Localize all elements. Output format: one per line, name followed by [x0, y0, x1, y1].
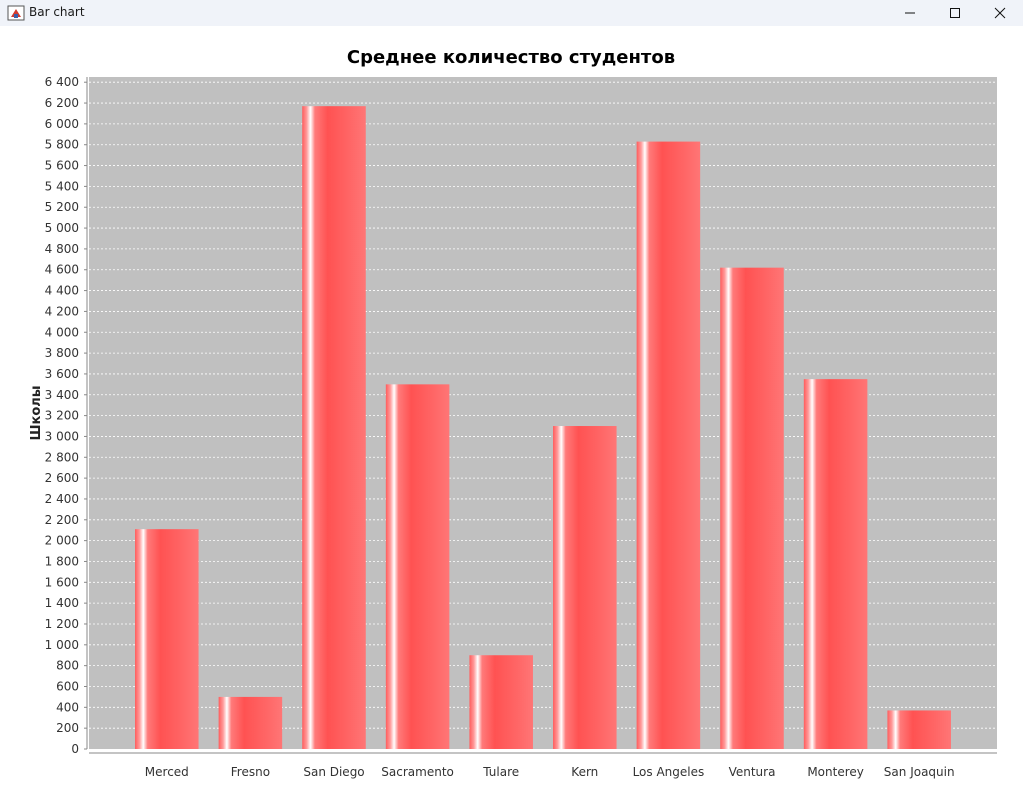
- y-tick-label: 5 800: [45, 138, 79, 152]
- maximize-icon: [950, 8, 960, 18]
- bars: [135, 106, 951, 750]
- y-axis-label: Школы: [29, 385, 44, 440]
- y-tick-label: 6 200: [45, 96, 79, 110]
- close-icon: [994, 7, 1006, 19]
- y-tick-label: 3 200: [45, 409, 79, 423]
- y-tick-label: 1 800: [45, 554, 79, 568]
- window-titlebar: Bar chart: [0, 0, 1023, 26]
- y-tick-label: 4 600: [45, 263, 79, 277]
- x-axis-ticks: Merced Fresno San Diego Sacramento Tulare Ker…: [145, 765, 955, 779]
- bar: [218, 696, 283, 749]
- bar: [385, 384, 450, 749]
- x-tick-label: San Joaquin: [884, 765, 955, 779]
- y-tick-label: 3 800: [45, 346, 79, 360]
- bar: [720, 267, 784, 749]
- y-tick-label: 800: [56, 659, 79, 673]
- y-tick-label: 600: [56, 679, 79, 693]
- y-tick-label: 5 600: [45, 159, 79, 173]
- y-axis-ticks: 0 200 400 600 800 1 000 1 200 1 400 1 600 1 800 2 …: [45, 75, 87, 756]
- minimize-icon: [905, 12, 915, 14]
- y-tick-label: 3 600: [45, 367, 79, 381]
- bar: [887, 710, 951, 749]
- y-tick-label: 1 600: [45, 575, 79, 589]
- y-tick-label: 4 200: [45, 304, 79, 318]
- java-app-icon: [7, 5, 25, 21]
- x-tick-label: Tulare: [482, 765, 519, 779]
- x-tick-label: Kern: [571, 765, 598, 779]
- y-tick-label: 4 800: [45, 242, 79, 256]
- minimize-button[interactable]: [887, 0, 933, 26]
- bar: [302, 106, 366, 749]
- x-tick-label: Merced: [145, 765, 189, 779]
- y-tick-label: 6 000: [45, 117, 79, 131]
- y-tick-label: 400: [56, 700, 79, 714]
- close-button[interactable]: [977, 0, 1023, 26]
- bar: [469, 655, 533, 749]
- y-tick-label: 3 400: [45, 388, 79, 402]
- maximize-button[interactable]: [932, 0, 978, 26]
- bar: [636, 141, 701, 750]
- y-tick-label: 4 000: [45, 325, 79, 339]
- y-tick-label: 200: [56, 721, 79, 735]
- y-tick-label: 6 400: [45, 75, 79, 89]
- y-tick-label: 1 200: [45, 617, 79, 631]
- bar: [803, 379, 868, 749]
- axes: [86, 77, 997, 754]
- y-tick-label: 3 000: [45, 429, 79, 443]
- x-tick-label: Ventura: [729, 765, 776, 779]
- bar-chart: Среднее количество студентов Школы 0 200 4…: [29, 47, 997, 779]
- y-tick-label: 2 400: [45, 492, 79, 506]
- x-tick-label: Monterey: [807, 765, 864, 779]
- y-tick-label: 2 200: [45, 513, 79, 527]
- y-tick-label: 0: [71, 742, 79, 756]
- x-tick-label: San Diego: [303, 765, 364, 779]
- window-title: Bar chart: [29, 5, 85, 19]
- x-tick-label: Sacramento: [381, 765, 454, 779]
- y-tick-label: 1 400: [45, 596, 79, 610]
- y-tick-label: 4 400: [45, 284, 79, 298]
- y-tick-label: 5 000: [45, 221, 79, 235]
- y-tick-label: 5 400: [45, 179, 79, 193]
- y-tick-label: 2 000: [45, 534, 79, 548]
- bar: [553, 426, 617, 749]
- chart-title: Среднее количество студентов: [347, 47, 675, 68]
- y-tick-label: 1 000: [45, 638, 79, 652]
- y-tick-label: 2 800: [45, 450, 79, 464]
- y-tick-label: 5 200: [45, 200, 79, 214]
- x-tick-label: Los Angeles: [633, 765, 705, 779]
- y-tick-label: 2 600: [45, 471, 79, 485]
- bar: [135, 529, 199, 749]
- x-tick-label: Fresno: [231, 765, 270, 779]
